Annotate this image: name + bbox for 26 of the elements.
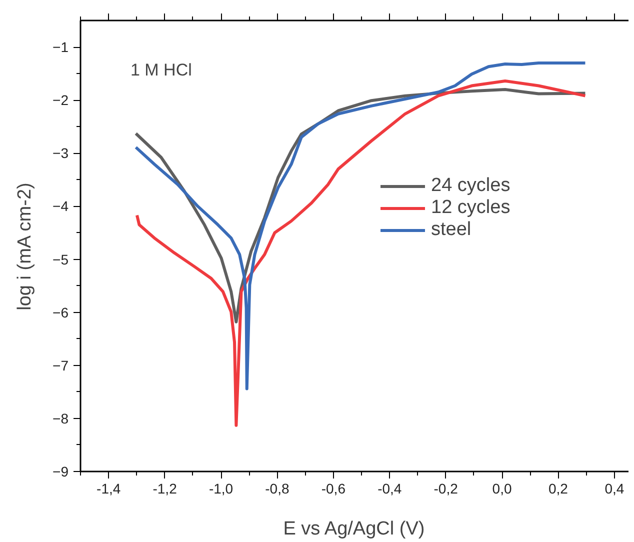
y-tick-label: −5 bbox=[52, 251, 69, 268]
y-tick-label: −8 bbox=[52, 410, 69, 426]
x-tick-label: 0,0 bbox=[492, 480, 512, 496]
y-tick-label: −4 bbox=[52, 198, 69, 214]
legend-label: 12 cycles bbox=[431, 197, 510, 219]
x-axis-title: E vs Ag/AgCl (V) bbox=[283, 518, 425, 540]
x-tick-label: 0,2 bbox=[548, 480, 568, 496]
x-tick-label: -0,6 bbox=[321, 480, 346, 496]
y-tick-label: −3 bbox=[52, 145, 69, 162]
legend-label: 24 cycles bbox=[431, 175, 510, 197]
y-tick-label: −6 bbox=[52, 304, 69, 320]
y-tick-label: −7 bbox=[52, 357, 69, 374]
y-tick-label: −1 bbox=[52, 39, 69, 56]
x-tick-label: -1,4 bbox=[96, 480, 121, 496]
line-series bbox=[135, 79, 587, 427]
y-axis-title: log i (mA cm-2) bbox=[14, 182, 36, 310]
legend-label: steel bbox=[431, 219, 472, 241]
y-tick-label: −9 bbox=[52, 464, 69, 480]
x-tick-label: -0,2 bbox=[434, 480, 458, 496]
x-tick-label: -0,8 bbox=[265, 480, 290, 496]
x-tick-label: -1,2 bbox=[152, 480, 178, 496]
x-tick-label: -0,4 bbox=[378, 480, 402, 496]
annotation: 1 M HCl bbox=[130, 60, 192, 80]
y-tick-label: −2 bbox=[52, 92, 69, 108]
x-tick-label: 0,4 bbox=[604, 480, 624, 496]
x-tick-label: -1,0 bbox=[208, 480, 234, 496]
